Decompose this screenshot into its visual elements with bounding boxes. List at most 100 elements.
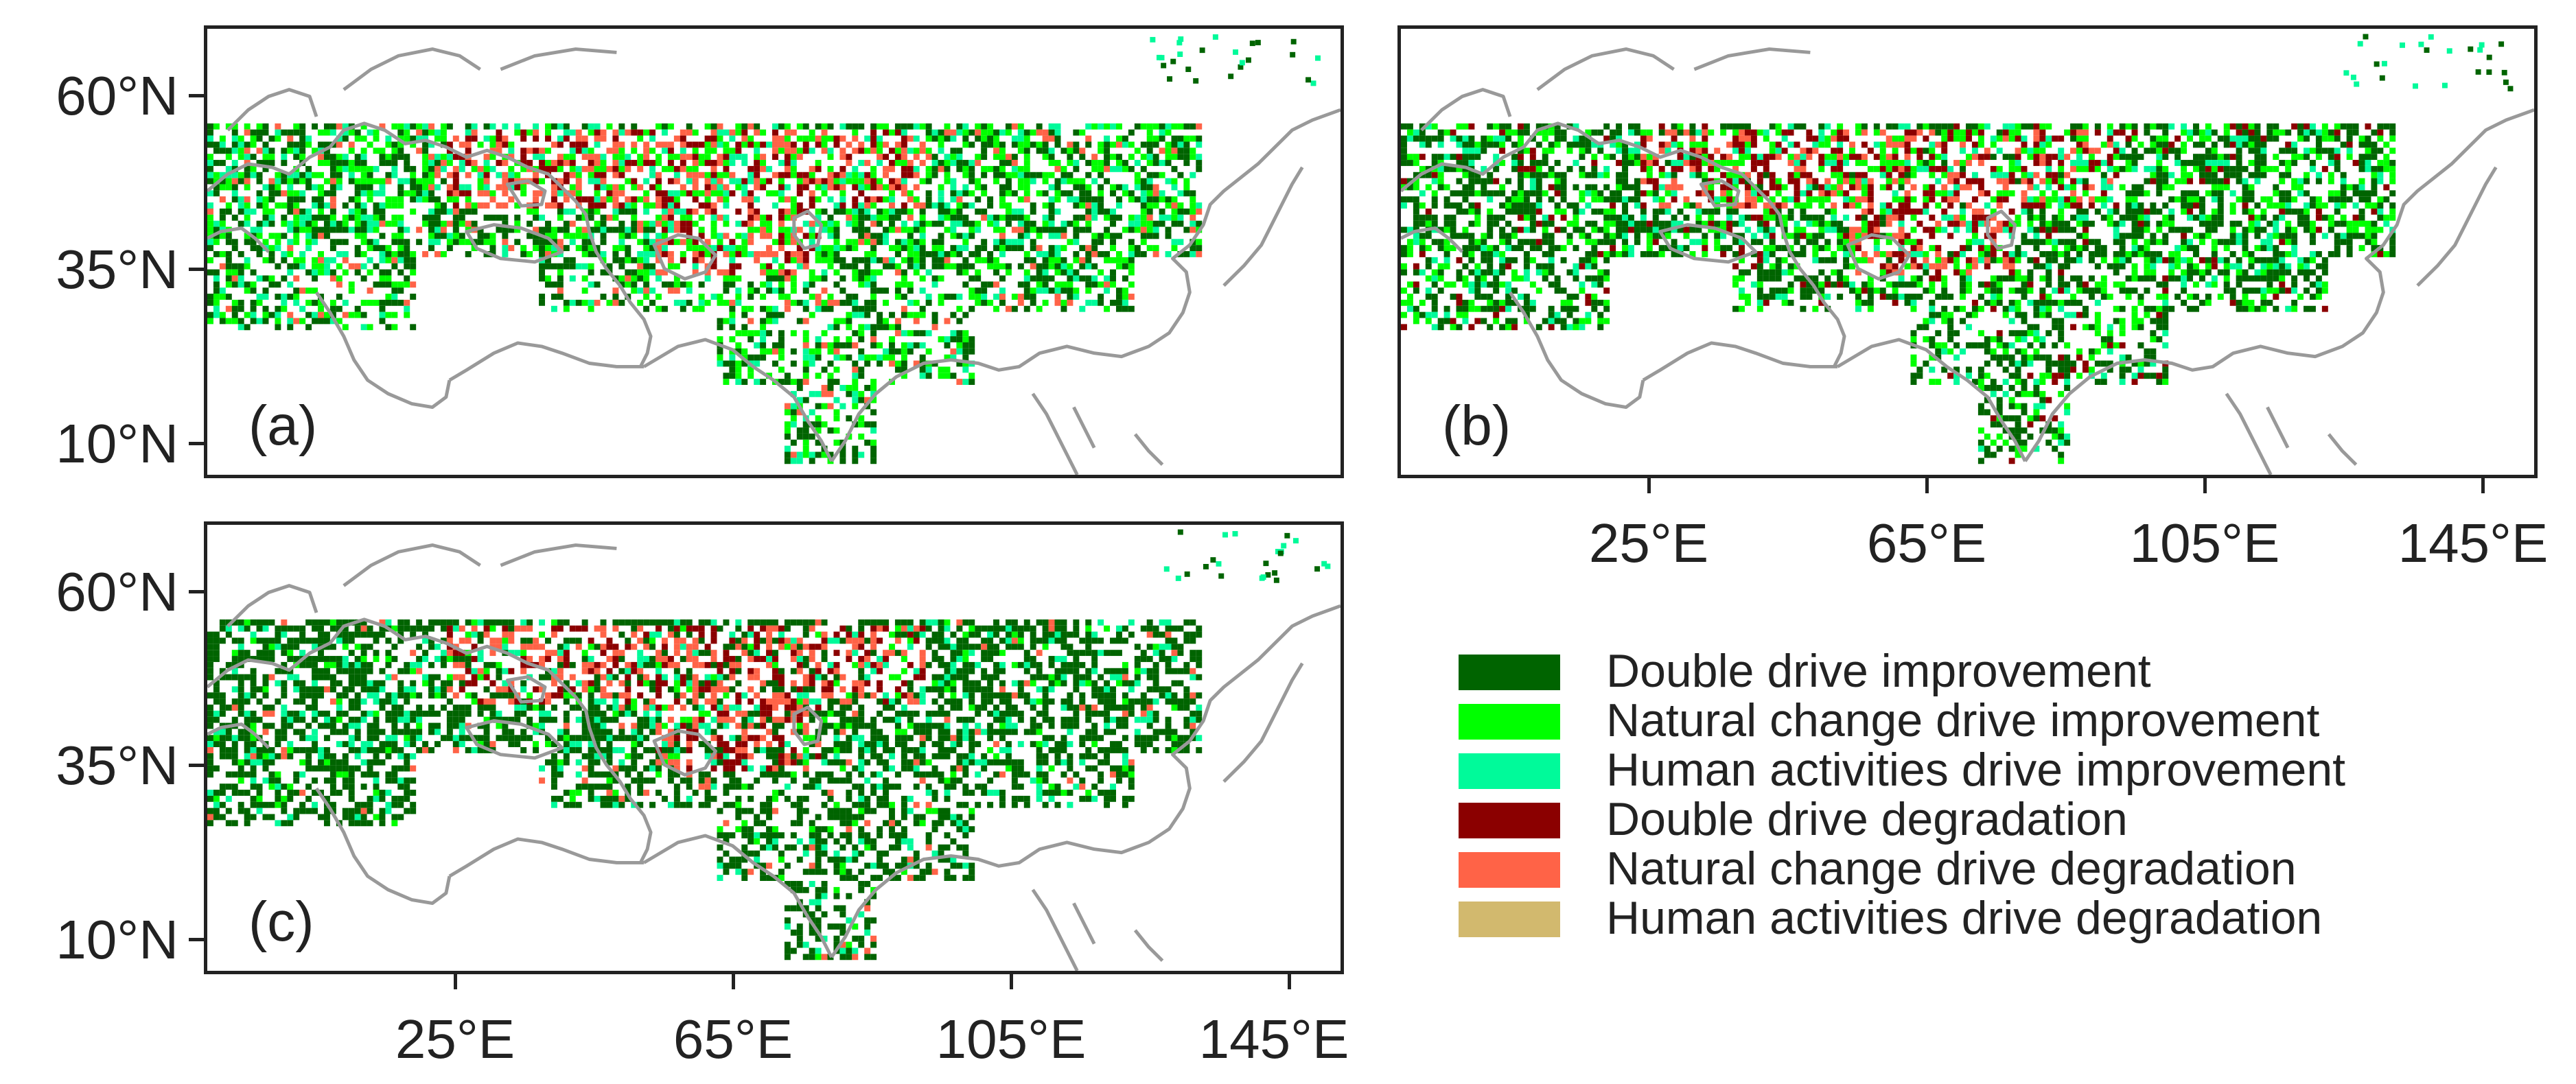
change-pixel <box>1837 220 1844 227</box>
change-pixel <box>1775 202 1782 209</box>
change-pixel <box>2340 190 2347 197</box>
change-pixel <box>2058 214 2065 221</box>
change-pixel <box>594 160 601 166</box>
change-pixel <box>1462 165 1469 172</box>
change-pixel <box>422 184 429 191</box>
change-pixel <box>550 226 557 233</box>
change-pixel <box>219 184 226 191</box>
change-pixel <box>999 202 1006 209</box>
change-pixel <box>2328 129 2334 136</box>
change-pixel <box>1585 148 1592 154</box>
change-pixel <box>938 220 944 227</box>
change-pixel <box>1781 135 1788 142</box>
change-pixel <box>539 165 546 172</box>
change-pixel <box>790 403 797 410</box>
change-pixel <box>1714 208 1721 215</box>
change-pixel <box>606 196 613 203</box>
change-pixel <box>225 275 232 282</box>
change-pixel <box>1511 190 1518 197</box>
change-pixel <box>2365 148 2371 154</box>
change-pixel <box>772 141 778 148</box>
change-pixel <box>1171 239 1178 246</box>
change-pixel <box>894 123 901 130</box>
change-pixel <box>747 294 754 300</box>
change-pixel <box>2377 202 2384 209</box>
change-pixel <box>1517 160 1524 166</box>
change-pixel <box>207 190 213 197</box>
change-pixel <box>2242 123 2249 130</box>
change-pixel <box>1079 178 1086 185</box>
change-pixel <box>440 165 447 172</box>
change-pixel <box>1115 135 1122 142</box>
change-pixel <box>1517 190 1524 197</box>
change-pixel <box>661 165 668 172</box>
change-pixel <box>821 135 828 142</box>
change-pixel <box>612 202 619 209</box>
change-pixel <box>1060 287 1067 294</box>
change-pixel <box>1073 220 1080 227</box>
change-pixel <box>790 269 797 276</box>
change-pixel <box>2100 202 2107 209</box>
change-pixel <box>858 451 865 458</box>
change-pixel <box>1843 154 1850 161</box>
change-pixel <box>1560 178 1567 185</box>
change-pixel <box>827 233 834 239</box>
change-pixel <box>723 148 730 154</box>
change-pixel <box>2304 123 2310 130</box>
change-pixel <box>237 135 244 142</box>
change-pixel <box>1060 299 1067 306</box>
change-pixel <box>2321 165 2328 172</box>
change-pixel <box>2285 172 2292 178</box>
change-pixel <box>2242 165 2249 172</box>
change-pixel <box>2352 214 2359 221</box>
change-pixel <box>760 281 767 288</box>
change-pixel <box>1152 141 1159 148</box>
change-pixel <box>1110 214 1116 221</box>
change-pixel <box>1750 160 1757 166</box>
change-pixel <box>1425 208 1432 215</box>
change-pixel <box>1726 172 1733 178</box>
change-pixel <box>870 354 877 361</box>
change-pixel <box>1806 220 1813 227</box>
change-pixel <box>827 196 834 203</box>
change-pixel <box>907 239 914 246</box>
change-pixel <box>938 190 944 197</box>
change-pixel <box>1756 196 1763 203</box>
change-pixel <box>1505 196 1512 203</box>
change-pixel <box>723 233 730 239</box>
change-pixel <box>434 239 441 246</box>
change-pixel <box>299 208 306 215</box>
change-pixel <box>846 245 852 252</box>
change-pixel <box>717 354 723 361</box>
change-pixel <box>575 129 582 136</box>
change-pixel <box>2279 202 2286 209</box>
change-pixel <box>1110 275 1116 282</box>
change-pixel <box>1048 287 1055 294</box>
change-pixel <box>299 251 306 257</box>
change-pixel <box>2346 184 2353 191</box>
change-pixel <box>1831 190 1837 197</box>
change-pixel <box>219 318 226 325</box>
change-pixel <box>489 239 496 246</box>
change-pixel <box>545 123 551 130</box>
change-pixel <box>219 135 226 142</box>
change-pixel <box>673 275 680 282</box>
change-pixel <box>581 148 588 154</box>
change-pixel <box>508 165 515 172</box>
change-pixel <box>760 336 767 342</box>
change-pixel <box>2033 141 2040 148</box>
change-pixel <box>894 226 901 233</box>
change-pixel <box>710 178 717 185</box>
change-pixel <box>2094 165 2101 172</box>
change-pixel <box>1425 135 1432 142</box>
change-pixel <box>452 196 459 203</box>
change-pixel <box>2076 141 2082 148</box>
change-pixel <box>815 427 822 434</box>
change-pixel <box>741 233 748 239</box>
change-pixel <box>563 220 570 227</box>
change-pixel <box>305 233 312 239</box>
change-pixel <box>1079 214 1086 221</box>
change-pixel <box>1800 148 1807 154</box>
change-pixel <box>1775 141 1782 148</box>
change-pixel <box>643 154 650 161</box>
